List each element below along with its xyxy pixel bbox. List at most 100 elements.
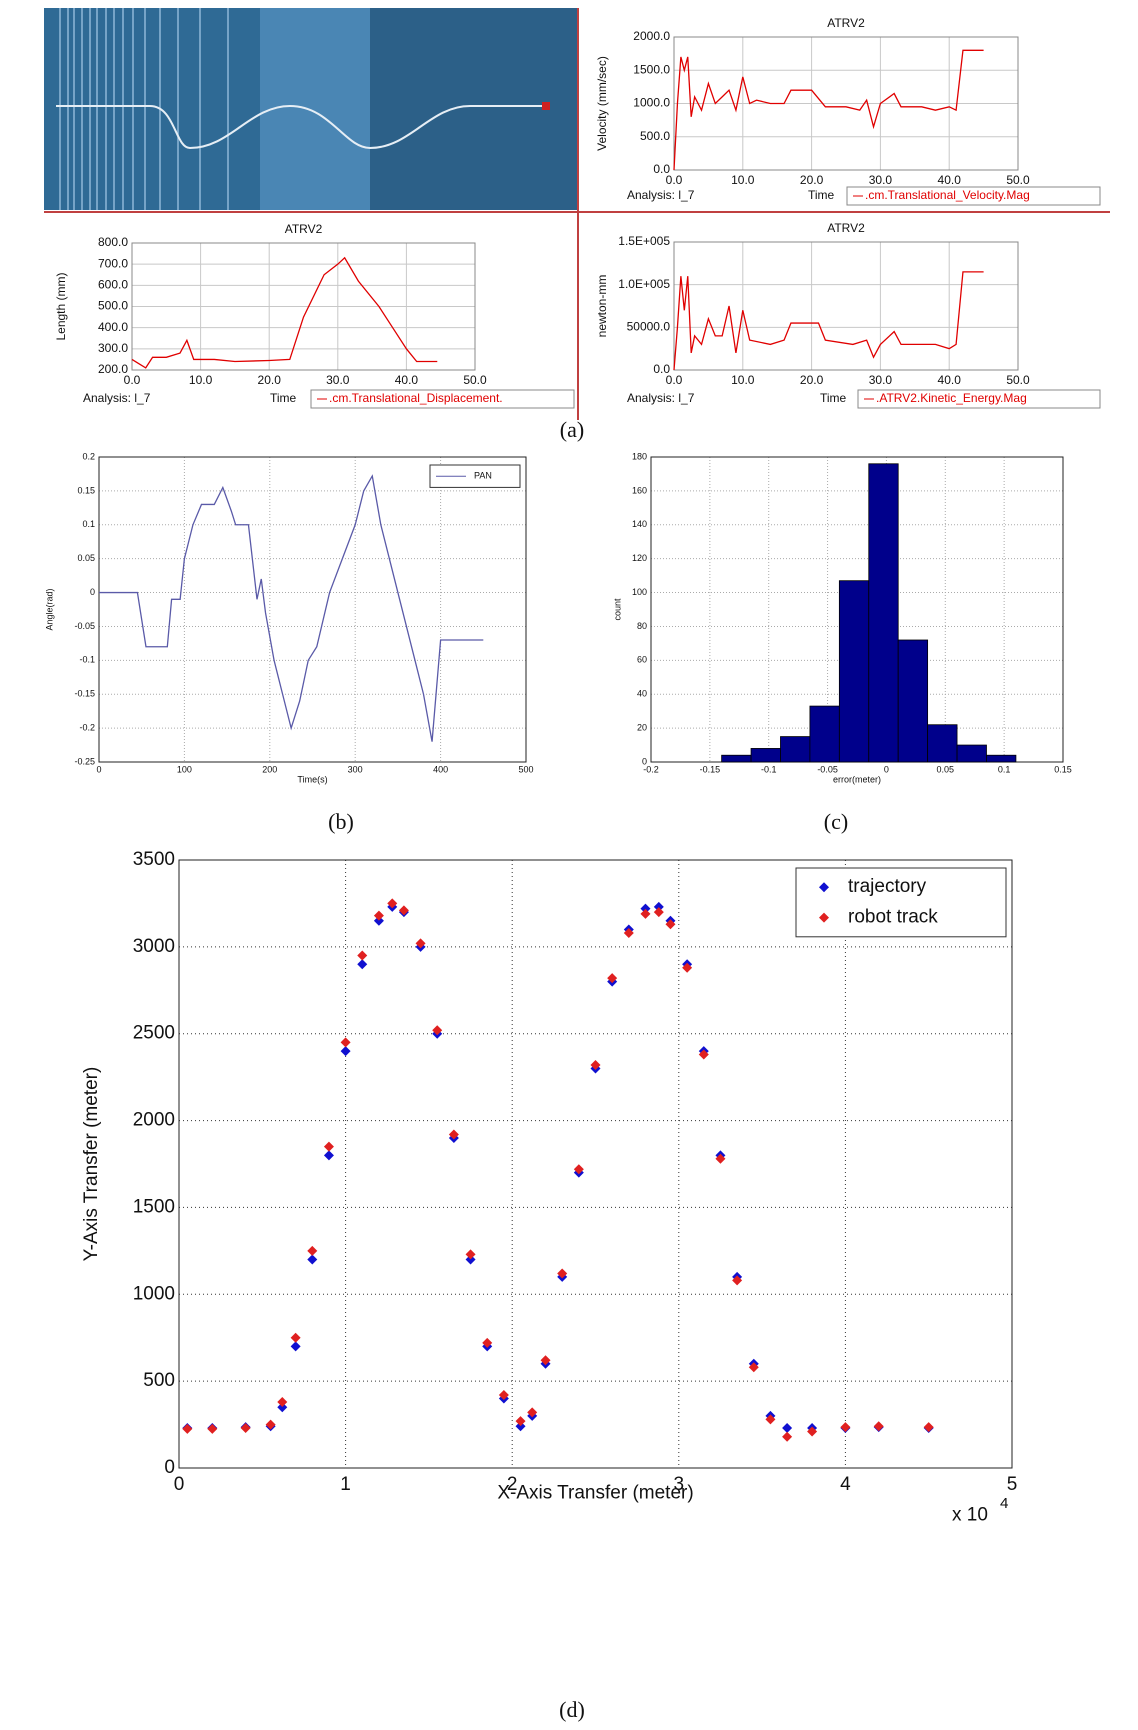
scatter-point — [182, 1423, 193, 1434]
legend-label: robot track — [848, 907, 938, 928]
x-tick-label: 300 — [348, 764, 363, 774]
chart: -0.2 -0.15 -0.1 -0.05 0 0.05 0.1 0.15 0 20 40 60 80 1… — [612, 451, 1071, 784]
y-tick-label: 0.2 — [82, 451, 95, 461]
x-axis-label: X-Axis Transfer (meter) — [497, 1483, 693, 1504]
x-tick-label: 500 — [518, 764, 533, 774]
x-tick-label: 0.1 — [998, 764, 1011, 774]
y-tick-label: 300.0 — [98, 341, 128, 355]
scatter-point — [640, 908, 651, 919]
legend-box — [857, 389, 1101, 409]
chart: 0 1 2 3 4 50500100015002000250030003500Y-Axis… — [81, 849, 1017, 1526]
scatter-point — [665, 919, 676, 930]
scatter-point — [482, 1337, 493, 1348]
scatter-point — [340, 1037, 351, 1048]
x-tick-label: 50.0 — [1006, 373, 1030, 387]
scatter-point — [465, 1254, 476, 1265]
scatter-point — [340, 1046, 351, 1057]
x-tick-label: 30.0 — [869, 373, 893, 387]
scatter-point — [653, 907, 664, 918]
scatter-point — [748, 1362, 759, 1373]
legend-label: PAN — [474, 471, 492, 481]
scatter-point — [873, 1421, 884, 1432]
y-tick-label: 3500 — [133, 849, 175, 870]
legend-label: .cm.Translational_Displacement. — [329, 391, 503, 405]
y-tick-label: 2500 — [133, 1023, 175, 1044]
y-tick-label: 2000.0 — [633, 29, 670, 43]
y-tick-label: 120 — [632, 553, 647, 563]
x-tick-label: 100 — [177, 764, 192, 774]
bar — [809, 705, 840, 763]
y-tick-label: 1000 — [133, 1283, 175, 1304]
data-line — [673, 271, 984, 371]
x-axis-label: Time — [270, 391, 297, 405]
x-tick-label: 2 — [507, 1474, 518, 1495]
scatter-point — [373, 910, 384, 921]
x-tick-label: 1 — [340, 1474, 351, 1495]
caption: (d) — [559, 1697, 585, 1722]
bar — [927, 724, 958, 763]
y-tick-label: 40 — [637, 689, 647, 699]
scatter-point — [640, 903, 651, 914]
y-axis-label: newton-mm — [595, 275, 609, 338]
bar — [750, 748, 781, 763]
scatter-point — [682, 962, 693, 973]
chart-title: ATRV2 — [827, 221, 865, 235]
x-tick-label: 0.0 — [666, 173, 683, 187]
scatter-point — [265, 1419, 276, 1430]
sim-robot — [542, 102, 550, 110]
y-tick-label: 100 — [632, 587, 647, 597]
x-tick-label: 0.0 — [666, 373, 683, 387]
bar — [780, 736, 811, 763]
x-tick-label: 10.0 — [731, 373, 755, 387]
scatter-point — [415, 938, 426, 949]
scatter-point — [307, 1254, 318, 1265]
bar — [956, 744, 987, 763]
scatter-point — [432, 1025, 443, 1036]
legend-label: .ATRV2.Kinetic_Energy.Mag — [876, 391, 1027, 405]
legend-box — [846, 186, 1101, 206]
x-tick-label: -0.15 — [700, 764, 721, 774]
simulation-view — [44, 8, 1110, 420]
y-tick-label: 80 — [637, 621, 647, 631]
scatter-point — [277, 1396, 288, 1407]
x-tick-label: 20.0 — [800, 373, 824, 387]
y-tick-label: 0.1 — [82, 519, 95, 529]
x-tick-label: -0.1 — [761, 764, 777, 774]
scatter-point — [607, 973, 618, 984]
legend-swatch — [819, 912, 829, 923]
scatter-point — [357, 950, 368, 961]
y-tick-label: 1000.0 — [633, 96, 670, 110]
data-line — [673, 49, 984, 171]
y-tick-label: 0.05 — [77, 553, 95, 563]
scatter-point — [698, 1049, 709, 1060]
scatter-point — [448, 1129, 459, 1140]
x-tick-label: 0.0 — [124, 373, 141, 387]
plot-area — [179, 860, 1012, 1468]
y-tick-label: 600.0 — [98, 278, 128, 292]
scatter-point — [782, 1431, 793, 1442]
x-tick-label: 0.05 — [937, 764, 955, 774]
x-tick-label: 50.0 — [463, 373, 487, 387]
caption: (b) — [328, 809, 354, 834]
scatter-point — [387, 898, 398, 909]
x-axis-label: Time — [820, 391, 847, 405]
x-tick-label: 5 — [1007, 1474, 1018, 1495]
scatter-point — [498, 1390, 509, 1401]
x-multiplier: x 10 — [952, 1505, 988, 1526]
plot-frame — [131, 242, 476, 371]
scatter-point — [357, 959, 368, 970]
scatter-point — [590, 1059, 601, 1070]
scatter-point — [653, 901, 664, 912]
scatter-point — [540, 1355, 551, 1366]
x-tick-label: 400 — [433, 764, 448, 774]
scatter-point — [465, 1249, 476, 1260]
scatter-point — [323, 1150, 334, 1161]
y-tick-label: 1.5E+005 — [618, 234, 670, 248]
y-tick-label: 0 — [642, 756, 647, 766]
scatter-point — [207, 1423, 218, 1434]
analysis-label: Analysis: l_7 — [83, 391, 151, 405]
scatter-point — [398, 905, 409, 916]
y-tick-label: 180 — [632, 451, 647, 461]
x-tick-label: 3 — [674, 1474, 685, 1495]
